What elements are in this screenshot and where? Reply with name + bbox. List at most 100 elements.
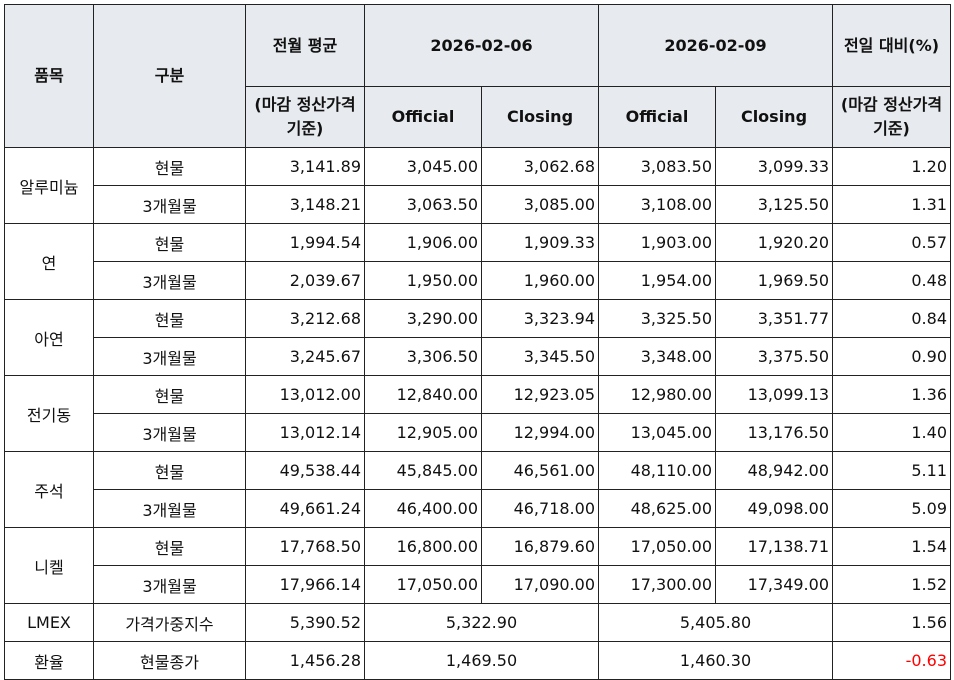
date1-official: 3,306.50 xyxy=(364,337,482,376)
table-row: 3개월물 17,966.14 17,050.00 17,090.00 17,300.00… xyxy=(5,565,951,604)
date1-closing: 3,062.68 xyxy=(481,147,599,186)
header-day-change: 전일 대비(%) xyxy=(832,4,951,87)
date2-official: 3,348.00 xyxy=(598,337,716,376)
category: 3개월물 xyxy=(93,413,246,452)
table-row: 3개월물 3,245.67 3,306.50 3,345.50 3,348.00 3,37… xyxy=(5,337,951,376)
date1-official: 1,950.00 xyxy=(364,261,482,300)
date2-value: 5,405.80 xyxy=(598,603,833,642)
header-date2: 2026-02-09 xyxy=(598,4,833,87)
item-name: 주석 xyxy=(4,451,94,528)
header-date2-official: Official xyxy=(598,86,716,148)
date1-value: 1,469.50 xyxy=(364,641,599,680)
prev-month-avg: 5,390.52 xyxy=(245,603,365,642)
date2-closing: 13,099.13 xyxy=(715,375,833,414)
date1-closing: 1,960.00 xyxy=(481,261,599,300)
header-date1-official: Official xyxy=(364,86,482,148)
header-category: 구분 xyxy=(93,4,246,148)
date1-official: 46,400.00 xyxy=(364,489,482,528)
day-change: 1.54 xyxy=(832,527,951,566)
date1-official: 16,800.00 xyxy=(364,527,482,566)
category: 3개월물 xyxy=(93,489,246,528)
table-row-fx: 환율 현물종가 1,456.28 1,469.50 1,460.30 -0.63 xyxy=(4,641,951,680)
prev-month-avg: 49,661.24 xyxy=(245,489,365,528)
date2-official: 1,903.00 xyxy=(598,223,716,262)
category: 현물 xyxy=(93,375,246,414)
date1-closing: 3,085.00 xyxy=(481,185,599,224)
table-row: 니켈 현물 17,768.50 16,800.00 16,879.60 17,050.00… xyxy=(4,527,951,604)
day-change: 1.56 xyxy=(832,603,951,642)
day-change: 0.84 xyxy=(832,299,951,338)
category: 3개월물 xyxy=(93,185,246,224)
date1-official: 45,845.00 xyxy=(364,451,482,490)
date1-closing: 3,345.50 xyxy=(481,337,599,376)
header-prev-month-avg-sub: (마감 정산가격 기준) xyxy=(245,86,365,148)
item-name: LMEX xyxy=(4,603,94,642)
category: 현물 xyxy=(93,147,246,186)
date2-official: 3,325.50 xyxy=(598,299,716,338)
header-day-change-sub: (마감 정산가격 기준) xyxy=(832,86,951,148)
date1-official: 3,045.00 xyxy=(364,147,482,186)
date2-closing: 17,349.00 xyxy=(715,565,833,604)
date2-official: 48,625.00 xyxy=(598,489,716,528)
day-change: 1.40 xyxy=(832,413,951,452)
day-change: 1.31 xyxy=(832,185,951,224)
item-name: 알루미늄 xyxy=(4,147,94,224)
date2-official: 1,954.00 xyxy=(598,261,716,300)
date2-closing: 3,125.50 xyxy=(715,185,833,224)
prev-month-avg: 13,012.00 xyxy=(245,375,365,414)
date1-closing: 3,323.94 xyxy=(481,299,599,338)
item-name: 니켈 xyxy=(4,527,94,604)
date1-closing: 16,879.60 xyxy=(481,527,599,566)
table-row: 연 현물 1,994.54 1,906.00 1,909.33 1,903.00 1,920… xyxy=(4,223,951,300)
date1-official: 3,063.50 xyxy=(364,185,482,224)
date2-official: 12,980.00 xyxy=(598,375,716,414)
table-row: 전기동 현물 13,012.00 12,840.00 12,923.05 12,980.0… xyxy=(4,375,951,452)
date1-official: 17,050.00 xyxy=(364,565,482,604)
date2-closing: 49,098.00 xyxy=(715,489,833,528)
prev-month-avg: 1,994.54 xyxy=(245,223,365,262)
item-name: 환율 xyxy=(4,641,94,680)
prev-month-avg: 17,966.14 xyxy=(245,565,365,604)
table-row-lmex: LMEX 가격가중지수 5,390.52 5,322.90 5,405.80 1… xyxy=(4,603,951,642)
date2-official: 13,045.00 xyxy=(598,413,716,452)
day-change: 1.52 xyxy=(832,565,951,604)
header-date1-closing: Closing xyxy=(481,86,599,148)
table-row: 주석 현물 49,538.44 45,845.00 46,561.00 48,110.00… xyxy=(4,451,951,528)
day-change: 5.11 xyxy=(832,451,951,490)
day-change: 5.09 xyxy=(832,489,951,528)
day-change: 1.36 xyxy=(832,375,951,414)
date1-closing: 12,923.05 xyxy=(481,375,599,414)
date2-closing: 3,375.50 xyxy=(715,337,833,376)
category: 3개월물 xyxy=(93,565,246,604)
table-row: 3개월물 3,148.21 3,063.50 3,085.00 3,108.00 3,12… xyxy=(5,185,951,224)
date1-closing: 17,090.00 xyxy=(481,565,599,604)
item-name: 전기동 xyxy=(4,375,94,452)
category: 현물 xyxy=(93,451,246,490)
date2-official: 48,110.00 xyxy=(598,451,716,490)
date2-closing: 3,099.33 xyxy=(715,147,833,186)
day-change: 0.48 xyxy=(832,261,951,300)
price-table: 품목 구분 전월 평균 2026-02-06 2026-02-09 전일 대비(… xyxy=(4,4,951,680)
category: 현물종가 xyxy=(93,641,246,680)
day-change: -0.63 xyxy=(832,641,951,680)
date2-closing: 3,351.77 xyxy=(715,299,833,338)
date1-official: 12,840.00 xyxy=(364,375,482,414)
header-date1: 2026-02-06 xyxy=(364,4,599,87)
date1-closing: 46,561.00 xyxy=(481,451,599,490)
date1-closing: 12,994.00 xyxy=(481,413,599,452)
date1-closing: 1,909.33 xyxy=(481,223,599,262)
date2-closing: 17,138.71 xyxy=(715,527,833,566)
date2-official: 17,050.00 xyxy=(598,527,716,566)
prev-month-avg: 3,245.67 xyxy=(245,337,365,376)
prev-month-avg: 17,768.50 xyxy=(245,527,365,566)
table-row: 아연 현물 3,212.68 3,290.00 3,323.94 3,325.50 3,35… xyxy=(4,299,951,376)
date2-closing: 1,969.50 xyxy=(715,261,833,300)
prev-month-avg: 13,012.14 xyxy=(245,413,365,452)
header-prev-month-avg: 전월 평균 xyxy=(245,4,365,87)
item-name: 연 xyxy=(4,223,94,300)
category: 현물 xyxy=(93,223,246,262)
date1-official: 1,906.00 xyxy=(364,223,482,262)
date2-closing: 48,942.00 xyxy=(715,451,833,490)
category: 3개월물 xyxy=(93,337,246,376)
date1-closing: 46,718.00 xyxy=(481,489,599,528)
